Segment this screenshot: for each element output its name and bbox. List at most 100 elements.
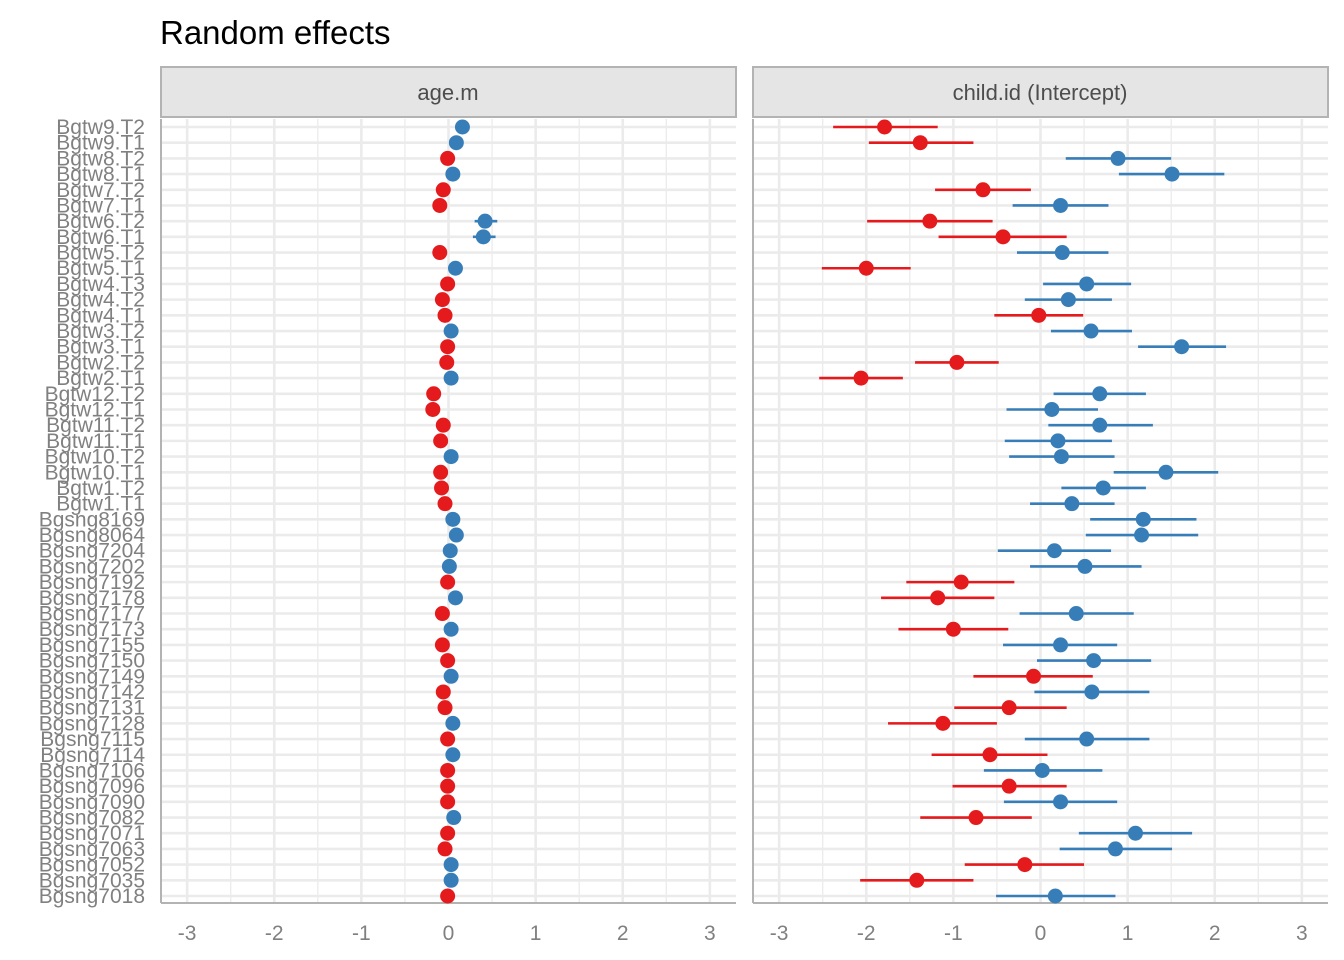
y-tick-label: Bgsng7090 xyxy=(39,791,145,814)
y-tick-label: Bgsng7131 xyxy=(39,697,145,720)
y-tick-label: Bgsng7192 xyxy=(39,571,145,594)
y-tick-label: Bgtw11.T2 xyxy=(46,414,145,437)
y-tick-label: Bgsng7115 xyxy=(40,728,145,751)
point-Bgtw8.T2 xyxy=(440,150,456,166)
point-Bgsng7149 xyxy=(1026,668,1042,684)
y-tick-label: Bgtw8.T1 xyxy=(56,163,145,186)
point-Bgsng8064 xyxy=(1134,527,1150,543)
x-tick-label: -1 xyxy=(944,922,963,945)
point-Bgtw1.T2 xyxy=(1095,480,1111,496)
point-Bgsng7106 xyxy=(1034,762,1050,778)
point-Bgtw8.T1 xyxy=(1164,166,1180,182)
y-tick-label: Bgtw3.T2 xyxy=(56,320,145,343)
x-tick-label: 1 xyxy=(530,922,542,945)
x-tick-label: 2 xyxy=(617,922,629,945)
point-Bgsng7177 xyxy=(1068,606,1084,622)
point-Bgsng7114 xyxy=(982,747,998,763)
point-Bgtw7.T1 xyxy=(1053,197,1069,213)
strip-background-child-id xyxy=(752,66,1329,118)
point-Bgtw7.T1 xyxy=(432,197,448,213)
point-Bgtw6.T2 xyxy=(477,213,493,229)
point-Bgsng7142 xyxy=(435,684,451,700)
point-Bgtw11.T1 xyxy=(1050,433,1066,449)
y-tick-label: Bgsng7114 xyxy=(40,744,145,767)
y-tick-label: Bgsng7082 xyxy=(39,807,145,830)
point-Bgtw11.T1 xyxy=(433,433,449,449)
x-tick-label: 0 xyxy=(1035,922,1047,945)
point-Bgtw10.T1 xyxy=(1158,464,1174,480)
point-Bgtw7.T2 xyxy=(975,182,991,198)
x-tick-label: -1 xyxy=(352,922,371,945)
y-tick-label: Bgsng7178 xyxy=(39,587,145,610)
point-Bgsng7131 xyxy=(437,700,453,716)
point-Bgsng7115 xyxy=(440,731,456,747)
y-tick-label: Bgsng7149 xyxy=(39,665,145,688)
point-Bgtw6.T1 xyxy=(475,229,491,245)
x-tick-label: 1 xyxy=(1122,922,1134,945)
point-Bgsng7035 xyxy=(909,872,925,888)
data-marks xyxy=(425,119,498,904)
y-tick-label: Bgtw1.T2 xyxy=(56,477,145,500)
y-tick-label: Bgsng7128 xyxy=(39,712,145,735)
point-Bgsng7063 xyxy=(1107,841,1123,857)
point-Bgsng7063 xyxy=(437,841,453,857)
point-Bgsng7018 xyxy=(440,888,456,904)
strip-background-age-m xyxy=(160,66,737,118)
point-Bgsng7177 xyxy=(434,606,450,622)
y-tick-label: Bgsng7155 xyxy=(39,634,145,657)
point-Bgtw5.T2 xyxy=(1054,245,1070,261)
point-Bgtw8.T1 xyxy=(445,166,461,182)
y-tick-label: Bgtw9.T2 xyxy=(56,116,145,139)
y-tick-label: Bgtw4.T1 xyxy=(56,304,145,327)
point-Bgsng7052 xyxy=(1017,857,1033,873)
point-Bgsng7202 xyxy=(1077,558,1093,574)
y-tick-label: Bgtw7.T1 xyxy=(56,194,145,217)
point-Bgsng7131 xyxy=(1001,700,1017,716)
point-Bgtw8.T2 xyxy=(1110,150,1126,166)
point-Bgsng7082 xyxy=(968,810,984,826)
point-Bgtw1.T2 xyxy=(434,480,450,496)
y-tick-label: Bgtw4.T2 xyxy=(56,289,145,312)
point-Bgsng7082 xyxy=(446,810,462,826)
x-tick-label: 3 xyxy=(704,922,716,945)
point-Bgtw11.T2 xyxy=(435,417,451,433)
y-tick-label: Bgsng7071 xyxy=(39,822,145,845)
y-tick-label: Bgsng7106 xyxy=(39,759,145,782)
x-tick-label: -3 xyxy=(178,922,197,945)
y-tick-label: Bgsng7204 xyxy=(39,540,146,563)
point-Bgsng7192 xyxy=(440,574,456,590)
point-Bgsng7204 xyxy=(442,543,458,559)
point-Bgtw11.T2 xyxy=(1092,417,1108,433)
y-tick-label: Bgtw2.T1 xyxy=(56,367,145,390)
point-Bgsng7114 xyxy=(445,747,461,763)
point-Bgsng7018 xyxy=(1047,888,1063,904)
point-Bgtw12.T1 xyxy=(425,401,441,417)
point-Bgsng7090 xyxy=(1053,794,1069,810)
point-Bgtw2.T2 xyxy=(439,354,455,370)
point-Bgsng7035 xyxy=(443,872,459,888)
y-tick-label: Bgtw1.T1 xyxy=(56,493,145,516)
y-tick-label: Bgtw6.T1 xyxy=(56,226,145,249)
y-tick-label: Bgsng8169 xyxy=(39,508,145,531)
point-Bgtw4.T2 xyxy=(1060,292,1076,308)
point-Bgtw9.T2 xyxy=(877,119,893,135)
point-Bgsng7090 xyxy=(440,794,456,810)
point-Bgsng7173 xyxy=(443,621,459,637)
point-Bgsng7096 xyxy=(1001,778,1017,794)
point-Bgtw4.T1 xyxy=(437,307,453,323)
point-Bgsng7071 xyxy=(1127,825,1143,841)
y-tick-label: Bgtw12.T2 xyxy=(45,383,145,406)
y-tick-label: Bgsng7052 xyxy=(39,854,145,877)
point-Bgtw1.T1 xyxy=(1064,496,1080,512)
point-Bgtw12.T2 xyxy=(426,386,442,402)
x-tick-label: -3 xyxy=(770,922,789,945)
y-tick-label: Bgsng7096 xyxy=(39,775,145,798)
y-tick-label: Bgsng7018 xyxy=(39,885,145,908)
point-Bgtw5.T1 xyxy=(447,260,463,276)
chart-title: Random effects xyxy=(160,14,391,51)
point-Bgtw3.T1 xyxy=(1174,339,1190,355)
point-Bgsng7142 xyxy=(1084,684,1100,700)
point-Bgtw3.T1 xyxy=(440,339,456,355)
point-Bgtw10.T2 xyxy=(443,449,459,465)
point-Bgsng8169 xyxy=(1135,511,1151,527)
